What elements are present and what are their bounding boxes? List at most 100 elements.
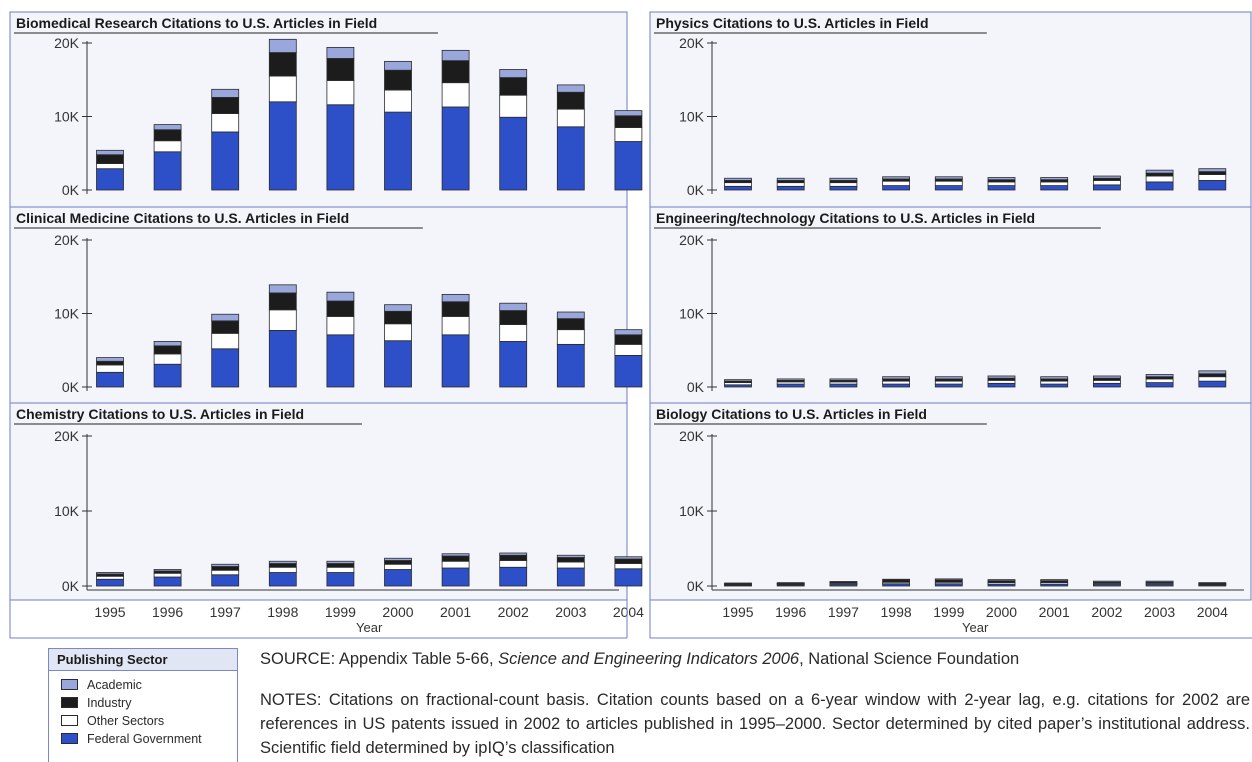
x-tick-label: 2003 bbox=[555, 604, 586, 620]
x-tick-label: 2004 bbox=[1197, 604, 1228, 620]
bar-segment-federal bbox=[327, 105, 354, 190]
legend-label-federal-government: Federal Government bbox=[87, 731, 202, 747]
bar-segment-other bbox=[269, 567, 296, 572]
panel-title: Biomedical Research Citations to U.S. Ar… bbox=[16, 15, 377, 31]
bar-segment-industry bbox=[442, 556, 469, 561]
bar-segment-academic bbox=[935, 177, 962, 179]
panel-title: Clinical Medicine Citations to U.S. Arti… bbox=[16, 210, 349, 226]
x-tick-label: 2001 bbox=[1039, 604, 1070, 620]
bar-segment-federal bbox=[725, 186, 752, 190]
bar-segment-academic bbox=[615, 330, 642, 335]
bar-segment-industry bbox=[500, 311, 527, 325]
chart-panel: Chemistry Citations to U.S. Articles in … bbox=[10, 403, 644, 635]
bar-segment-academic bbox=[154, 570, 181, 572]
bar-segment-other bbox=[327, 80, 354, 104]
bar-segment-industry bbox=[97, 361, 124, 365]
bar-segment-academic bbox=[935, 377, 962, 379]
bar-segment-academic bbox=[777, 178, 804, 180]
y-tick-label: 0K bbox=[687, 578, 705, 594]
bar-segment-other bbox=[725, 183, 752, 187]
bar-segment-industry bbox=[615, 116, 642, 128]
y-tick-label: 20K bbox=[54, 232, 80, 248]
bar-segment-academic bbox=[725, 583, 752, 584]
bar-segment-industry bbox=[1199, 172, 1226, 175]
bar-segment-other bbox=[154, 141, 181, 152]
bar-segment-other bbox=[988, 182, 1015, 186]
x-tick-label: 1999 bbox=[933, 604, 964, 620]
bar-segment-academic bbox=[212, 314, 239, 321]
bar-segment-academic bbox=[327, 561, 354, 563]
x-tick-label: 1997 bbox=[828, 604, 859, 620]
bar-segment-academic bbox=[1199, 169, 1226, 172]
bar-segment-academic bbox=[269, 285, 296, 293]
bar-segment-industry bbox=[212, 97, 239, 113]
bar-segment-other bbox=[557, 562, 584, 568]
bar-segment-academic bbox=[1199, 371, 1226, 374]
bar-segment-other bbox=[154, 573, 181, 577]
bar-segment-academic bbox=[1146, 581, 1173, 582]
bar-segment-academic bbox=[1041, 580, 1068, 581]
y-tick-label: 20K bbox=[679, 232, 705, 248]
bar-segment-federal bbox=[777, 384, 804, 387]
bar-segment-academic bbox=[327, 292, 354, 301]
bar-segment-academic bbox=[500, 553, 527, 555]
bar-segment-academic bbox=[988, 178, 1015, 180]
legend-swatch-academic bbox=[61, 679, 78, 690]
bar-segment-federal bbox=[988, 383, 1015, 387]
x-tick-label: 1995 bbox=[722, 604, 753, 620]
source-title: Science and Engineering Indicators 2006 bbox=[498, 650, 799, 668]
bar-segment-industry bbox=[1146, 173, 1173, 176]
bar-segment-academic bbox=[1146, 375, 1173, 377]
y-tick-label: 10K bbox=[679, 109, 705, 125]
bar-segment-academic bbox=[777, 583, 804, 584]
bar-segment-academic bbox=[154, 341, 181, 345]
bar-segment-other bbox=[97, 365, 124, 372]
bar-segment-federal bbox=[269, 102, 296, 190]
bar-segment-federal bbox=[500, 117, 527, 190]
bar-segment-industry bbox=[442, 61, 469, 83]
bar-segment-academic bbox=[557, 85, 584, 92]
bar-segment-federal bbox=[615, 141, 642, 190]
bar-segment-federal bbox=[269, 330, 296, 387]
bar-segment-industry bbox=[385, 70, 412, 90]
bar-segment-federal bbox=[385, 112, 412, 190]
bar-segment-academic bbox=[777, 379, 804, 380]
bar-segment-other bbox=[557, 330, 584, 345]
bar-segment-academic bbox=[442, 294, 469, 301]
bar-segment-federal bbox=[212, 132, 239, 190]
bar-segment-federal bbox=[212, 575, 239, 586]
panel-title: Engineering/technology Citations to U.S.… bbox=[656, 210, 1035, 226]
bar-segment-other bbox=[97, 164, 124, 169]
bar-segment-academic bbox=[385, 61, 412, 70]
bar-segment-other bbox=[988, 380, 1015, 383]
x-tick-label: 1996 bbox=[775, 604, 806, 620]
y-tick-label: 10K bbox=[54, 109, 80, 125]
bar-segment-industry bbox=[500, 78, 527, 96]
bar-segment-federal bbox=[557, 568, 584, 586]
bar-segment-academic bbox=[442, 554, 469, 556]
bar-segment-federal bbox=[777, 186, 804, 190]
bar-segment-other bbox=[97, 576, 124, 579]
bar-segment-industry bbox=[557, 319, 584, 330]
chart-panel: Physics Citations to U.S. Articles in Fi… bbox=[650, 12, 1251, 207]
y-tick-label: 10K bbox=[679, 503, 705, 519]
x-tick-label: 1998 bbox=[881, 604, 912, 620]
bar-segment-federal bbox=[1093, 185, 1120, 190]
bar-segment-academic bbox=[97, 358, 124, 362]
x-tick-label: 1999 bbox=[325, 604, 356, 620]
bar-segment-federal bbox=[935, 186, 962, 190]
bar-segment-industry bbox=[269, 53, 296, 77]
bar-segment-academic bbox=[1093, 376, 1120, 378]
y-tick-label: 20K bbox=[54, 428, 80, 444]
bar-segment-industry bbox=[327, 564, 354, 568]
bar-segment-academic bbox=[97, 573, 124, 575]
bar-segment-other bbox=[935, 181, 962, 185]
bar-segment-other bbox=[883, 381, 910, 384]
bar-segment-academic bbox=[1093, 176, 1120, 178]
bar-segment-academic bbox=[1093, 581, 1120, 582]
y-tick-label: 20K bbox=[54, 35, 80, 51]
bar-segment-federal bbox=[1146, 182, 1173, 190]
bar-segment-industry bbox=[212, 321, 239, 333]
bar-segment-other bbox=[385, 90, 412, 112]
bar-segment-other bbox=[327, 567, 354, 572]
